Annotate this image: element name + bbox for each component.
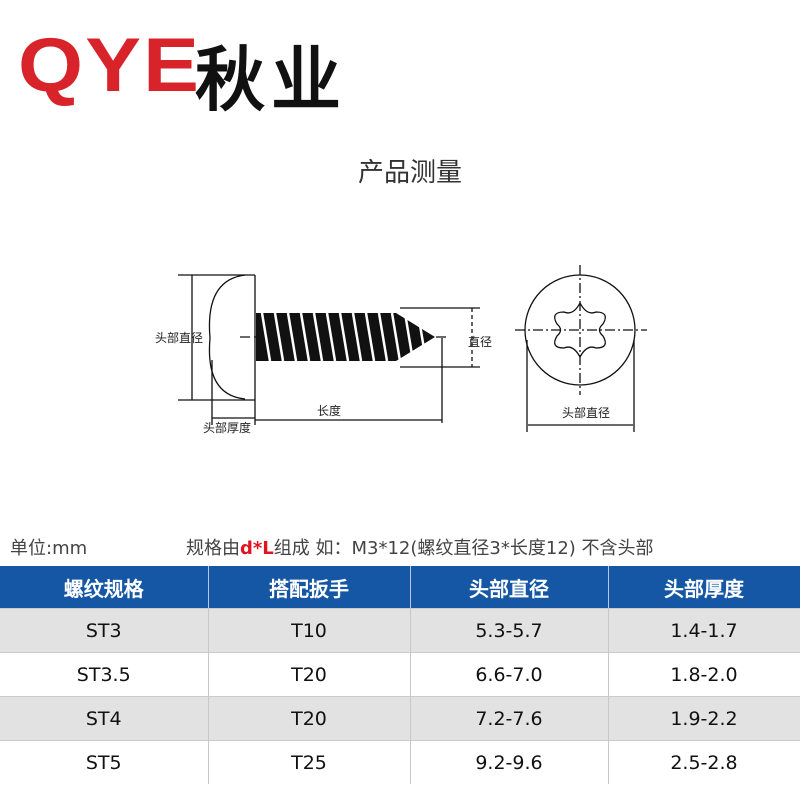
thread-line xyxy=(416,312,428,362)
cell: ST3.5 xyxy=(0,652,209,697)
thread-line xyxy=(403,312,415,362)
thread-line xyxy=(273,312,285,362)
logo-chinese: 秋业 xyxy=(195,38,347,121)
thread-line xyxy=(299,312,311,362)
table-row: ST3 T10 5.3-5.7 1.4-1.7 xyxy=(0,608,800,653)
table-header: 螺纹规格 搭配扳手 头部直径 头部厚度 xyxy=(0,566,800,609)
label-head-thickness: 头部厚度 xyxy=(203,420,251,435)
thread-line xyxy=(390,312,402,362)
thread-line xyxy=(286,312,298,362)
cell: T20 xyxy=(208,652,411,697)
cell: 1.9-2.2 xyxy=(608,696,800,741)
cell: 7.2-7.6 xyxy=(410,696,609,741)
thread-line xyxy=(325,312,337,362)
spec-suffix: 组成 如：M3*12(螺纹直径3*长度12) 不含头部 xyxy=(273,538,654,559)
table-row: ST3.5 T20 6.6-7.0 1.8-2.0 xyxy=(0,652,800,697)
spec-highlight: d*L xyxy=(240,538,274,559)
cell: ST4 xyxy=(0,696,209,741)
spec-table: 螺纹规格 搭配扳手 头部直径 头部厚度 ST3 T10 5.3-5.7 1.4-1.7… xyxy=(0,566,800,784)
screw-diagram: 头部直径 直径 长度 头部厚度 头部直径 xyxy=(155,265,647,435)
cell: 1.4-1.7 xyxy=(608,608,800,653)
unit-label: 单位:mm xyxy=(10,538,88,559)
label-head-diameter: 头部直径 xyxy=(155,330,203,345)
header-thread-spec: 螺纹规格 xyxy=(0,566,209,609)
table-row: ST4 T20 7.2-7.6 1.9-2.2 xyxy=(0,696,800,741)
cell: 1.8-2.0 xyxy=(608,652,800,697)
cell: T25 xyxy=(208,740,411,784)
spec-note: 规格由d*L组成 如：M3*12(螺纹直径3*长度12) 不含头部 xyxy=(186,534,654,560)
thread-line xyxy=(312,312,324,362)
label-diameter: 直径 xyxy=(468,335,492,349)
thread-line xyxy=(338,312,350,362)
thread-line xyxy=(260,312,272,362)
logo-brand: QYE xyxy=(18,23,202,108)
cell: T20 xyxy=(208,696,411,741)
thread-line xyxy=(377,312,389,362)
page-title: 产品测量 xyxy=(357,158,462,188)
label-front-head-diameter: 头部直径 xyxy=(562,405,610,420)
cell: 2.5-2.8 xyxy=(608,740,800,784)
header-wrench: 搭配扳手 xyxy=(208,566,411,609)
cell: ST3 xyxy=(0,608,209,653)
table-row: ST5 T25 9.2-9.6 2.5-2.8 xyxy=(0,740,800,784)
cell: 5.3-5.7 xyxy=(410,608,609,653)
spec-prefix: 规格由 xyxy=(186,538,240,559)
cell: ST5 xyxy=(0,740,209,784)
thread-line xyxy=(351,312,363,362)
thread-line xyxy=(364,312,376,362)
cell: 6.6-7.0 xyxy=(410,652,609,697)
label-length: 长度 xyxy=(317,403,341,418)
header-head-thickness: 头部厚度 xyxy=(608,566,800,609)
cell: T10 xyxy=(208,608,411,653)
cell: 9.2-9.6 xyxy=(410,740,609,784)
header-head-diameter: 头部直径 xyxy=(410,566,609,609)
